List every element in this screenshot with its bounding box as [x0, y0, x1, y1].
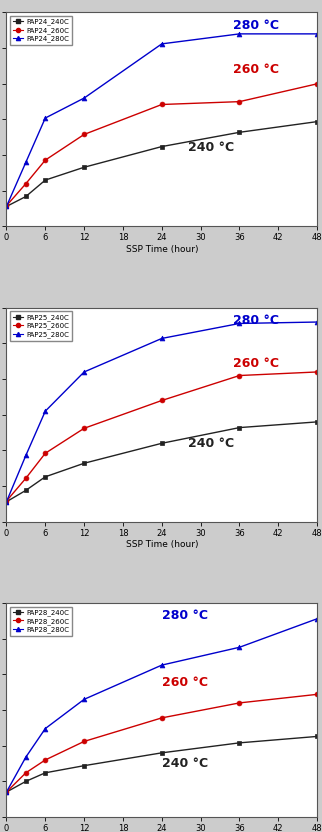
- PAP25_280C: [24, 450, 28, 460]
- PAP25_260C: [238, 370, 242, 380]
- PAP28_240C: [238, 738, 242, 748]
- PAP28_260C: [5, 787, 8, 797]
- X-axis label: SSP Time (hour): SSP Time (hour): [126, 541, 198, 549]
- PAP28_280C: [5, 787, 8, 797]
- Legend: PAP25_240C, PAP25_260C, PAP25_280C: PAP25_240C, PAP25_260C, PAP25_280C: [10, 311, 71, 340]
- PAP24_280C: [24, 157, 28, 167]
- PAP28_240C: [5, 787, 8, 797]
- PAP25_260C: [5, 496, 8, 506]
- PAP25_280C: [82, 367, 86, 377]
- PAP24_240C: [238, 127, 242, 137]
- PAP25_240C: [160, 438, 164, 448]
- PAP25_240C: [315, 417, 319, 427]
- Line: PAP28_240C: PAP28_240C: [4, 734, 320, 795]
- PAP25_240C: [24, 485, 28, 495]
- PAP25_280C: [43, 406, 47, 416]
- Text: 280 °C: 280 °C: [233, 19, 279, 32]
- PAP25_280C: [5, 497, 8, 507]
- PAP28_240C: [160, 748, 164, 758]
- PAP24_260C: [24, 179, 28, 189]
- Line: PAP25_280C: PAP25_280C: [4, 319, 320, 504]
- PAP28_280C: [160, 660, 164, 670]
- PAP28_260C: [24, 768, 28, 778]
- PAP28_260C: [315, 690, 319, 700]
- PAP25_260C: [24, 473, 28, 483]
- Text: 260 °C: 260 °C: [233, 63, 279, 76]
- PAP25_260C: [315, 367, 319, 377]
- PAP28_240C: [24, 776, 28, 786]
- PAP24_240C: [315, 116, 319, 126]
- Text: 280 °C: 280 °C: [162, 609, 208, 622]
- PAP24_240C: [43, 175, 47, 185]
- Legend: PAP28_240C, PAP28_260C, PAP28_280C: PAP28_240C, PAP28_260C, PAP28_280C: [10, 607, 72, 636]
- PAP25_260C: [82, 423, 86, 433]
- PAP24_240C: [5, 201, 8, 211]
- X-axis label: SSP Time (hour): SSP Time (hour): [126, 245, 198, 255]
- PAP25_240C: [5, 497, 8, 507]
- PAP24_240C: [160, 141, 164, 151]
- PAP24_260C: [5, 201, 8, 210]
- PAP24_260C: [238, 97, 242, 106]
- Line: PAP24_260C: PAP24_260C: [4, 82, 320, 208]
- PAP24_260C: [160, 100, 164, 110]
- PAP28_280C: [82, 695, 86, 705]
- PAP24_260C: [82, 130, 86, 140]
- PAP24_280C: [238, 29, 242, 39]
- PAP24_280C: [315, 29, 319, 39]
- Text: 280 °C: 280 °C: [233, 314, 279, 327]
- PAP28_280C: [238, 642, 242, 652]
- PAP24_280C: [43, 113, 47, 123]
- PAP28_240C: [43, 768, 47, 778]
- Line: PAP25_260C: PAP25_260C: [4, 369, 320, 503]
- PAP24_260C: [315, 79, 319, 89]
- PAP25_280C: [160, 334, 164, 344]
- Text: 260 °C: 260 °C: [162, 676, 208, 690]
- PAP28_280C: [43, 724, 47, 734]
- PAP28_280C: [24, 752, 28, 762]
- PAP28_280C: [315, 614, 319, 624]
- PAP28_240C: [82, 760, 86, 770]
- Text: 240 °C: 240 °C: [188, 141, 234, 155]
- Line: PAP25_240C: PAP25_240C: [4, 419, 320, 504]
- PAP24_260C: [43, 155, 47, 165]
- PAP24_280C: [82, 93, 86, 103]
- Text: 260 °C: 260 °C: [233, 357, 279, 370]
- PAP28_260C: [82, 736, 86, 746]
- PAP28_260C: [43, 755, 47, 765]
- Line: PAP24_240C: PAP24_240C: [4, 119, 320, 209]
- PAP24_240C: [82, 162, 86, 172]
- Line: PAP28_280C: PAP28_280C: [4, 617, 320, 795]
- Text: 240 °C: 240 °C: [188, 437, 234, 450]
- Legend: PAP24_240C, PAP24_260C, PAP24_280C: PAP24_240C, PAP24_260C, PAP24_280C: [10, 16, 71, 45]
- PAP25_240C: [82, 458, 86, 468]
- PAP28_240C: [315, 731, 319, 741]
- PAP25_280C: [238, 319, 242, 329]
- PAP24_280C: [160, 39, 164, 49]
- PAP25_240C: [43, 472, 47, 482]
- PAP28_260C: [160, 713, 164, 723]
- PAP28_260C: [238, 698, 242, 708]
- Text: 240 °C: 240 °C: [162, 757, 208, 770]
- Line: PAP24_280C: PAP24_280C: [4, 32, 320, 209]
- PAP25_240C: [238, 423, 242, 433]
- PAP25_260C: [160, 395, 164, 405]
- PAP24_240C: [24, 191, 28, 201]
- PAP24_280C: [5, 201, 8, 211]
- PAP25_280C: [315, 317, 319, 327]
- Line: PAP28_260C: PAP28_260C: [4, 692, 320, 795]
- PAP25_260C: [43, 448, 47, 458]
